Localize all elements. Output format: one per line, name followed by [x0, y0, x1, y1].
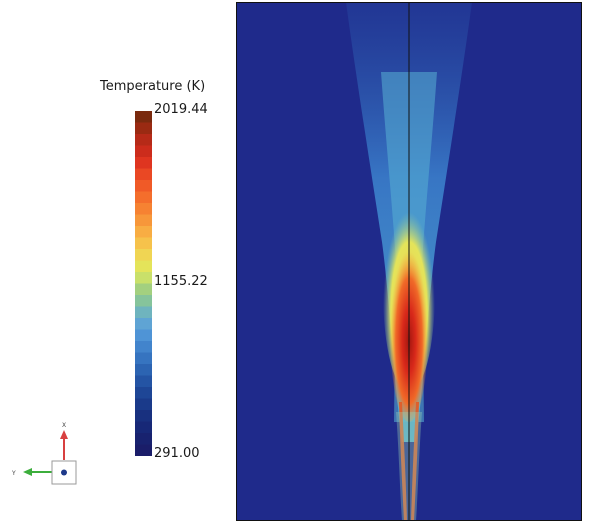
legend-color-band — [135, 180, 152, 193]
legend-color-band — [135, 157, 152, 170]
orientation-axes-widget[interactable]: X Y — [8, 418, 88, 493]
plume-jet-right — [411, 402, 419, 521]
legend-color-band — [135, 145, 152, 158]
legend-color-band — [135, 283, 152, 296]
legend-color-band — [135, 272, 152, 285]
y-axis-arrowhead — [23, 468, 32, 476]
legend-color-band — [135, 122, 152, 135]
legend-color-band — [135, 444, 152, 456]
legend-color-band — [135, 203, 152, 216]
legend-color-band — [135, 421, 152, 434]
legend-color-band — [135, 375, 152, 388]
legend-color-band — [135, 295, 152, 308]
legend-color-band — [135, 214, 152, 227]
legend-color-band — [135, 249, 152, 262]
legend-max-label: 2019.44 — [154, 102, 208, 117]
legend-color-band — [135, 134, 152, 147]
legend-color-band — [135, 387, 152, 400]
legend-color-band — [135, 364, 152, 377]
temperature-contour-plot[interactable] — [236, 2, 582, 521]
x-axis-arrowhead — [60, 430, 68, 439]
plot-border — [236, 2, 582, 521]
color-legend-bar — [135, 111, 152, 456]
y-axis-label: Y — [11, 470, 16, 477]
legend-color-band — [135, 341, 152, 354]
legend-color-band — [135, 191, 152, 204]
legend-color-band — [135, 306, 152, 319]
legend-color-band — [135, 237, 152, 250]
z-axis-dot — [61, 469, 67, 476]
legend-color-band — [135, 168, 152, 181]
legend-min-label: 291.00 — [154, 446, 200, 461]
legend-color-band — [135, 410, 152, 423]
x-axis-label: X — [62, 422, 66, 429]
legend-title: Temperature (K) — [100, 79, 206, 94]
legend-color-band — [135, 318, 152, 331]
legend-color-band — [135, 329, 152, 342]
legend-color-band — [135, 433, 152, 446]
plume-jet-left — [399, 402, 407, 521]
legend-color-band — [135, 260, 152, 273]
legend-color-band — [135, 398, 152, 411]
legend-color-band — [135, 352, 152, 365]
legend-mid-label: 1155.22 — [154, 274, 208, 289]
legend-color-band — [135, 111, 152, 124]
legend-color-band — [135, 226, 152, 239]
